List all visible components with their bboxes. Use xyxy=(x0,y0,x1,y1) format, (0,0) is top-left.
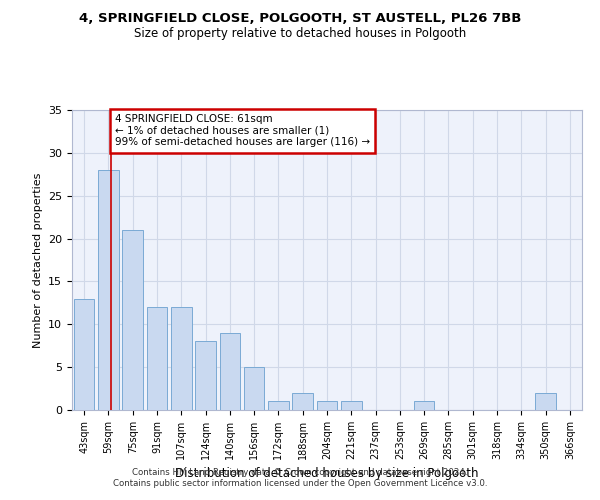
Bar xyxy=(220,333,240,410)
Bar xyxy=(122,230,143,410)
Bar xyxy=(292,393,313,410)
Text: 4, SPRINGFIELD CLOSE, POLGOOTH, ST AUSTELL, PL26 7BB: 4, SPRINGFIELD CLOSE, POLGOOTH, ST AUSTE… xyxy=(79,12,521,26)
Text: 4 SPRINGFIELD CLOSE: 61sqm
← 1% of detached houses are smaller (1)
99% of semi-d: 4 SPRINGFIELD CLOSE: 61sqm ← 1% of detac… xyxy=(115,114,370,148)
Text: Contains HM Land Registry data © Crown copyright and database right 2024.
Contai: Contains HM Land Registry data © Crown c… xyxy=(113,468,487,487)
Bar xyxy=(98,170,119,410)
Bar xyxy=(244,367,265,410)
Bar xyxy=(146,307,167,410)
X-axis label: Distribution of detached houses by size in Polgooth: Distribution of detached houses by size … xyxy=(175,468,479,480)
Bar xyxy=(171,307,191,410)
Bar xyxy=(414,402,434,410)
Bar xyxy=(317,402,337,410)
Bar xyxy=(195,342,216,410)
Bar xyxy=(341,402,362,410)
Y-axis label: Number of detached properties: Number of detached properties xyxy=(32,172,43,348)
Bar xyxy=(268,402,289,410)
Bar xyxy=(74,298,94,410)
Bar xyxy=(535,393,556,410)
Text: Size of property relative to detached houses in Polgooth: Size of property relative to detached ho… xyxy=(134,28,466,40)
